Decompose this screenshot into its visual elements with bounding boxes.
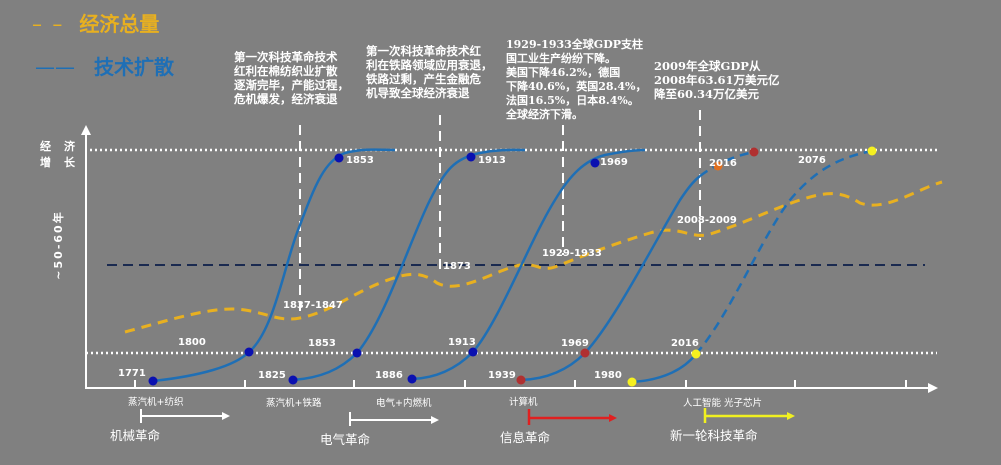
- milestone-dot: [590, 158, 600, 168]
- tech-curve-1: [152, 148, 396, 383]
- economy-curve: [124, 180, 943, 334]
- legend-economy: – – 经济总量: [32, 8, 159, 37]
- note-2: 第一次科技革命技术红 利在铁路领域应用衰退， 铁路过剩，产生金融危 机导致全球经…: [366, 44, 493, 100]
- legend-tech: —— 技术扩散: [35, 51, 174, 80]
- revolution-label: 信息革命: [500, 430, 551, 445]
- milestone-dot: [713, 161, 723, 171]
- revolution-label: 机械革命: [110, 428, 161, 443]
- year-label: 1913: [478, 155, 506, 166]
- milestone-dot: [244, 347, 254, 357]
- milestone-dot: [627, 377, 637, 387]
- year-label: 1771: [118, 368, 146, 379]
- y-axis-label: 经济增长: [40, 140, 88, 169]
- milestone-dot: [516, 375, 526, 385]
- year-label: 2016: [709, 158, 737, 169]
- crisis-label: 1873: [443, 261, 471, 272]
- revolution-label: 新一轮科技革命: [670, 428, 758, 443]
- year-label: 1913: [448, 337, 476, 348]
- milestone-dot: [749, 147, 759, 157]
- legend-tech-label: 技术扩散: [93, 55, 174, 79]
- milestone-dot: [468, 347, 478, 357]
- crisis-label: 1929-1933: [542, 248, 602, 259]
- year-label: 1853: [346, 155, 374, 166]
- year-label: 1853: [308, 338, 336, 349]
- note-3: 1929-1933全球GDP支柱 国工业生产纷纷下降。 美国下降46.2%，德国…: [506, 38, 647, 121]
- revolution-arrow-3: [527, 409, 617, 425]
- note-4: 2009年全球GDP从 2008年63.61万美元亿 降至60.34万亿美元: [654, 59, 780, 101]
- year-label: 1800: [178, 337, 206, 348]
- revolution-arrow-2: [349, 412, 439, 426]
- tech-curve-5: [631, 353, 697, 384]
- milestone-dot: [148, 376, 158, 386]
- milestone-dot: [352, 348, 362, 358]
- tech-curve-5-forecast: [695, 149, 873, 355]
- year-label: 1969: [600, 157, 628, 168]
- milestone-dot: [691, 349, 701, 359]
- x-axis-arrow-icon: [928, 383, 938, 393]
- milestone-dot: [407, 374, 417, 384]
- y-axis-arrow-icon: [81, 125, 91, 135]
- milestone-dot: [288, 375, 298, 385]
- category-label: 人工智能 光子芯片: [683, 397, 762, 409]
- tech-curve-4-forecast: [699, 150, 755, 178]
- category-label: 电气+内燃机: [376, 397, 432, 409]
- milestone-dot: [466, 152, 476, 162]
- revolution-label: 电气革命: [320, 432, 371, 447]
- milestone-dot: [867, 146, 877, 156]
- y-axis-period: ~50-60年: [51, 210, 65, 279]
- category-label: 计算机: [509, 396, 538, 408]
- year-label: 1980: [594, 370, 622, 381]
- category-label: 蒸汽机+纺织: [128, 396, 183, 408]
- milestone-dot: [334, 153, 344, 163]
- year-label: 2076: [798, 155, 826, 166]
- milestone-dots: [148, 146, 877, 387]
- solid-line-icon: ——: [35, 55, 75, 79]
- year-label: 2016: [671, 338, 699, 349]
- note-1: 第一次科技革命技术 红利在棉纺织业扩散 逐渐完毕，产能过程， 危机爆发，经济衰退: [234, 50, 349, 106]
- dashed-line-icon: – –: [32, 12, 65, 36]
- year-label: 1825: [258, 370, 286, 381]
- legend-economy-label: 经济总量: [79, 12, 160, 36]
- crisis-label: 2008-2009: [677, 215, 737, 226]
- category-label: 蒸汽机+铁路: [266, 397, 322, 409]
- milestone-dot: [580, 348, 590, 358]
- crisis-label: 1837-1847: [283, 300, 343, 311]
- year-label: 1886: [375, 370, 403, 381]
- year-label: 1969: [561, 338, 589, 349]
- x-axis-ticks: [134, 380, 907, 388]
- tech-curve-4: [520, 175, 701, 382]
- tech-curve-2: [292, 148, 526, 382]
- revolution-arrow-4: [703, 408, 795, 423]
- year-label: 1939: [488, 370, 516, 381]
- revolution-arrow-1: [140, 409, 230, 423]
- tech-curve-3: [411, 148, 646, 381]
